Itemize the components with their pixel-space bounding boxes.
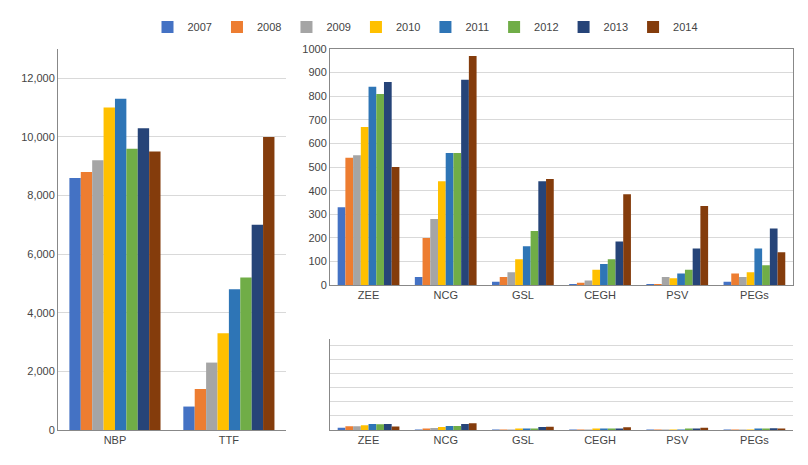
svg-text:NCG: NCG: [433, 289, 457, 301]
svg-text:8,000: 8,000: [27, 189, 55, 201]
svg-text:GSL: GSL: [512, 434, 534, 446]
svg-text:200: 200: [308, 232, 326, 244]
svg-text:2013: 2013: [604, 21, 628, 33]
svg-text:PSV: PSV: [666, 289, 689, 301]
svg-text:300: 300: [308, 208, 326, 220]
svg-text:6,000: 6,000: [27, 248, 55, 260]
svg-text:4,000: 4,000: [27, 307, 55, 319]
svg-text:TTF: TTF: [219, 434, 239, 446]
svg-text:500: 500: [308, 161, 326, 173]
svg-text:NCG: NCG: [433, 434, 457, 446]
svg-text:0: 0: [49, 424, 55, 436]
svg-text:CEGH: CEGH: [584, 434, 616, 446]
svg-text:10,000: 10,000: [21, 131, 55, 143]
svg-text:PEGs: PEGs: [740, 289, 769, 301]
svg-text:1000: 1000: [302, 43, 326, 55]
svg-text:PSV: PSV: [666, 434, 689, 446]
svg-text:ZEE: ZEE: [358, 434, 379, 446]
svg-text:PEGs: PEGs: [740, 434, 769, 446]
svg-text:800: 800: [308, 90, 326, 102]
svg-text:600: 600: [308, 137, 326, 149]
svg-text:2008: 2008: [257, 21, 281, 33]
svg-text:GSL: GSL: [512, 289, 534, 301]
svg-text:12,000: 12,000: [21, 72, 55, 84]
svg-text:2010: 2010: [396, 21, 420, 33]
svg-text:2009: 2009: [326, 21, 350, 33]
svg-text:NBP: NBP: [104, 434, 127, 446]
svg-text:400: 400: [308, 185, 326, 197]
svg-text:2007: 2007: [188, 21, 212, 33]
svg-text:2,000: 2,000: [27, 365, 55, 377]
svg-text:0: 0: [321, 279, 327, 291]
svg-text:100: 100: [308, 255, 326, 267]
svg-text:ZEE: ZEE: [358, 289, 379, 301]
svg-text:2014: 2014: [673, 21, 697, 33]
svg-text:900: 900: [308, 66, 326, 78]
svg-text:700: 700: [308, 114, 326, 126]
svg-text:CEGH: CEGH: [584, 289, 616, 301]
svg-text:2011: 2011: [465, 21, 489, 33]
svg-text:2012: 2012: [534, 21, 558, 33]
